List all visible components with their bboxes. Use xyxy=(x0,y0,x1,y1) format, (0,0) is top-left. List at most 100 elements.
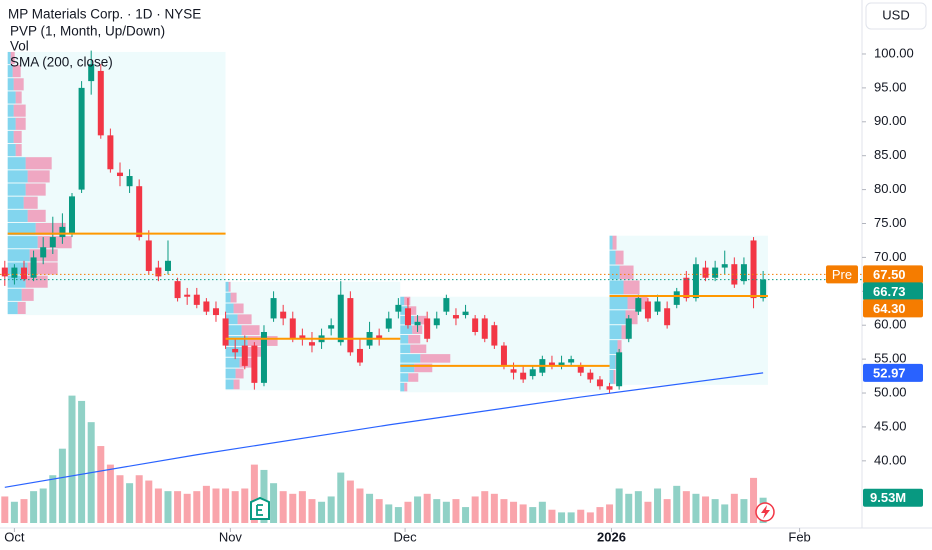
candle-body xyxy=(78,87,85,190)
volume-bar xyxy=(702,496,710,523)
volume-bar xyxy=(30,491,38,523)
profile-down xyxy=(408,306,417,315)
y-tick-label: 80.00 xyxy=(874,181,907,196)
candle-body xyxy=(673,291,680,305)
profile-up xyxy=(225,314,238,325)
profile-up xyxy=(609,310,626,325)
profile-up xyxy=(7,301,18,315)
volume-bar xyxy=(10,501,18,523)
profile-up xyxy=(609,369,614,384)
candle-body xyxy=(116,172,123,177)
currency-button[interactable] xyxy=(865,2,927,30)
volume-bar xyxy=(39,488,47,523)
candle-body xyxy=(155,267,162,277)
volume-bar xyxy=(692,493,700,523)
pre-label: Pre xyxy=(832,267,852,282)
candle-body xyxy=(654,301,661,312)
profile-up xyxy=(400,334,409,344)
profile-up xyxy=(400,296,405,306)
candle-body xyxy=(702,267,709,278)
volume-bar xyxy=(471,496,479,523)
profile-down xyxy=(408,373,419,382)
candle-body xyxy=(270,298,277,319)
profile-down xyxy=(13,78,24,91)
volume-bar xyxy=(154,488,162,523)
volume-bar xyxy=(433,499,441,523)
price-label: 67.50 xyxy=(873,267,906,282)
profile-down xyxy=(15,117,26,130)
volume-bar xyxy=(346,480,354,523)
volume-bar xyxy=(586,512,594,523)
profile-down xyxy=(13,130,22,144)
candle-body xyxy=(212,308,219,316)
volume-bar xyxy=(452,499,460,523)
profile-down xyxy=(25,275,48,288)
profile-up xyxy=(609,265,620,280)
indicator-legend: PVP (1, Month, Up/Down) xyxy=(10,24,165,39)
profile-down xyxy=(414,315,427,325)
volume-bar xyxy=(289,493,297,523)
profile-down xyxy=(237,314,252,325)
volume-bar xyxy=(596,507,604,523)
currency-label[interactable]: USD xyxy=(882,7,909,22)
volume-bar xyxy=(68,395,76,523)
profile-up xyxy=(7,249,30,262)
profile-down xyxy=(17,301,26,315)
profile-up xyxy=(7,222,36,236)
x-tick-label: Feb xyxy=(788,529,810,544)
volume-bar xyxy=(58,448,66,523)
volume-bar xyxy=(145,480,153,523)
candle-body xyxy=(232,348,239,353)
volume-bar xyxy=(414,496,422,523)
volume-bar xyxy=(529,507,537,523)
event-icon[interactable] xyxy=(755,502,775,522)
candle-body xyxy=(616,352,623,387)
price-label-box xyxy=(863,363,923,382)
profile-up xyxy=(7,78,14,91)
price-label: 66.73 xyxy=(873,284,906,299)
profile-down xyxy=(35,222,66,236)
candle-body xyxy=(347,298,354,353)
volume-bar xyxy=(500,499,508,523)
candle-body xyxy=(500,345,507,366)
candle-body xyxy=(683,277,690,299)
candle-body xyxy=(712,267,719,278)
volume-bar xyxy=(241,488,249,523)
candle-body xyxy=(260,331,267,383)
volume-bar xyxy=(510,501,518,523)
y-tick-label: 70.00 xyxy=(874,249,907,264)
candle-body xyxy=(481,318,488,339)
candle-body xyxy=(491,325,498,346)
candle-body xyxy=(395,304,402,312)
volume-bar xyxy=(366,493,374,523)
indicator-legend: SMA (200, close) xyxy=(10,55,113,70)
profile-down xyxy=(27,170,50,183)
volume-bar xyxy=(481,491,489,523)
profile-up xyxy=(609,250,616,265)
volume-bar xyxy=(490,493,498,523)
indicator-legend: Vol xyxy=(10,39,29,54)
earnings-shape[interactable] xyxy=(250,496,270,520)
candle-body xyxy=(452,315,459,319)
candle-body xyxy=(356,348,363,363)
volume-bar xyxy=(260,469,268,523)
profile-down xyxy=(23,196,38,209)
candle-body xyxy=(606,386,613,390)
volume-label-box xyxy=(863,488,923,507)
y-tick-label: 55.00 xyxy=(874,351,907,366)
profile-up xyxy=(225,379,234,390)
candle-body xyxy=(635,298,642,312)
profile-up xyxy=(609,340,618,355)
candle-body xyxy=(126,176,133,187)
candle-body xyxy=(289,318,296,339)
profile-up xyxy=(609,355,616,369)
candle-body xyxy=(49,237,56,248)
profile-up xyxy=(7,91,16,104)
profile-down xyxy=(617,340,622,355)
volume-bar xyxy=(231,491,239,523)
volume-bar xyxy=(135,475,143,523)
price-label: 64.30 xyxy=(873,301,906,316)
candle-body xyxy=(596,379,603,387)
earnings-icon[interactable] xyxy=(250,496,270,520)
